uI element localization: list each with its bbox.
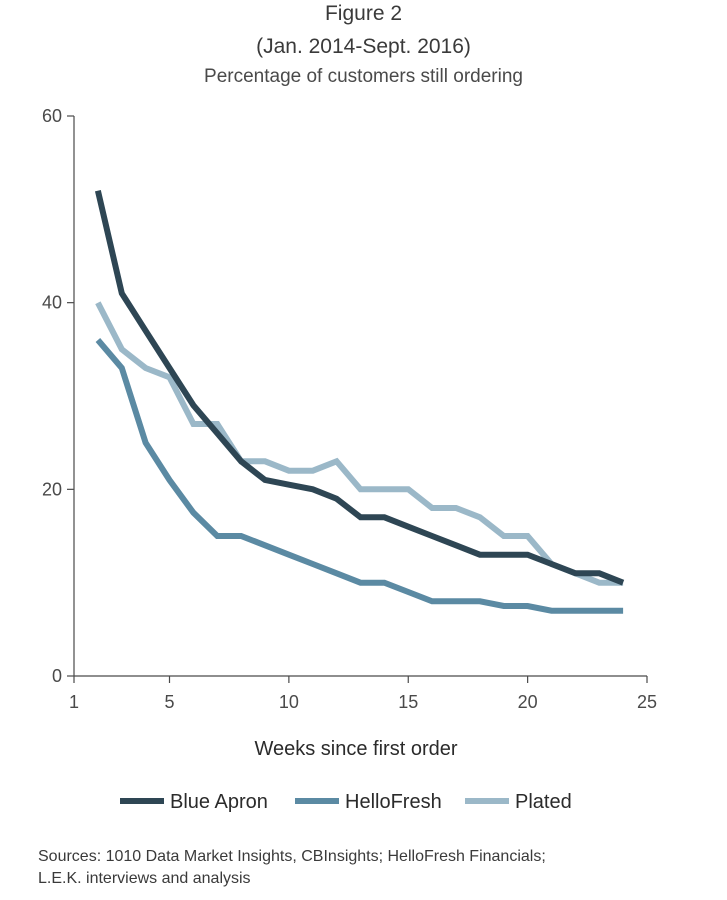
x-tick-label: 5 bbox=[164, 692, 174, 712]
sources-line-2: L.E.K. interviews and analysis bbox=[38, 870, 251, 887]
chart-title: Figure 2 bbox=[324, 2, 403, 25]
sources-line-1: Sources: 1010 Data Market Insights, CBIn… bbox=[38, 848, 546, 865]
legend-label: Plated bbox=[515, 791, 572, 813]
sources-note: Sources: 1010 Data Market Insights, CBIn… bbox=[38, 846, 718, 890]
x-tick-label: 25 bbox=[637, 692, 657, 712]
x-tick-label: 20 bbox=[518, 692, 538, 712]
x-axis-label: Weeks since first order bbox=[254, 738, 457, 760]
x-tick-label: 10 bbox=[279, 692, 299, 712]
series-line-plated bbox=[95, 301, 624, 586]
chart-subtitle: (Jan. 2014-Sept. 2016) bbox=[256, 35, 471, 58]
series-line-hellofresh bbox=[95, 338, 624, 614]
legend: Blue Apron HelloFresh Plated bbox=[120, 791, 572, 813]
y-axis-label: Percentage of customers still ordering bbox=[204, 66, 523, 87]
y-tick-label: 60 bbox=[42, 106, 62, 126]
series-line-blue-apron bbox=[94, 190, 625, 586]
series-lines bbox=[94, 190, 625, 614]
legend-label: Blue Apron bbox=[170, 791, 268, 813]
y-tick-label: 20 bbox=[42, 479, 62, 499]
y-tick-label: 0 bbox=[52, 666, 62, 686]
y-tick-label: 40 bbox=[42, 293, 62, 313]
x-tick-label: 1 bbox=[69, 692, 79, 712]
x-tick-label: 15 bbox=[398, 692, 418, 712]
legend-label: HelloFresh bbox=[345, 791, 442, 813]
